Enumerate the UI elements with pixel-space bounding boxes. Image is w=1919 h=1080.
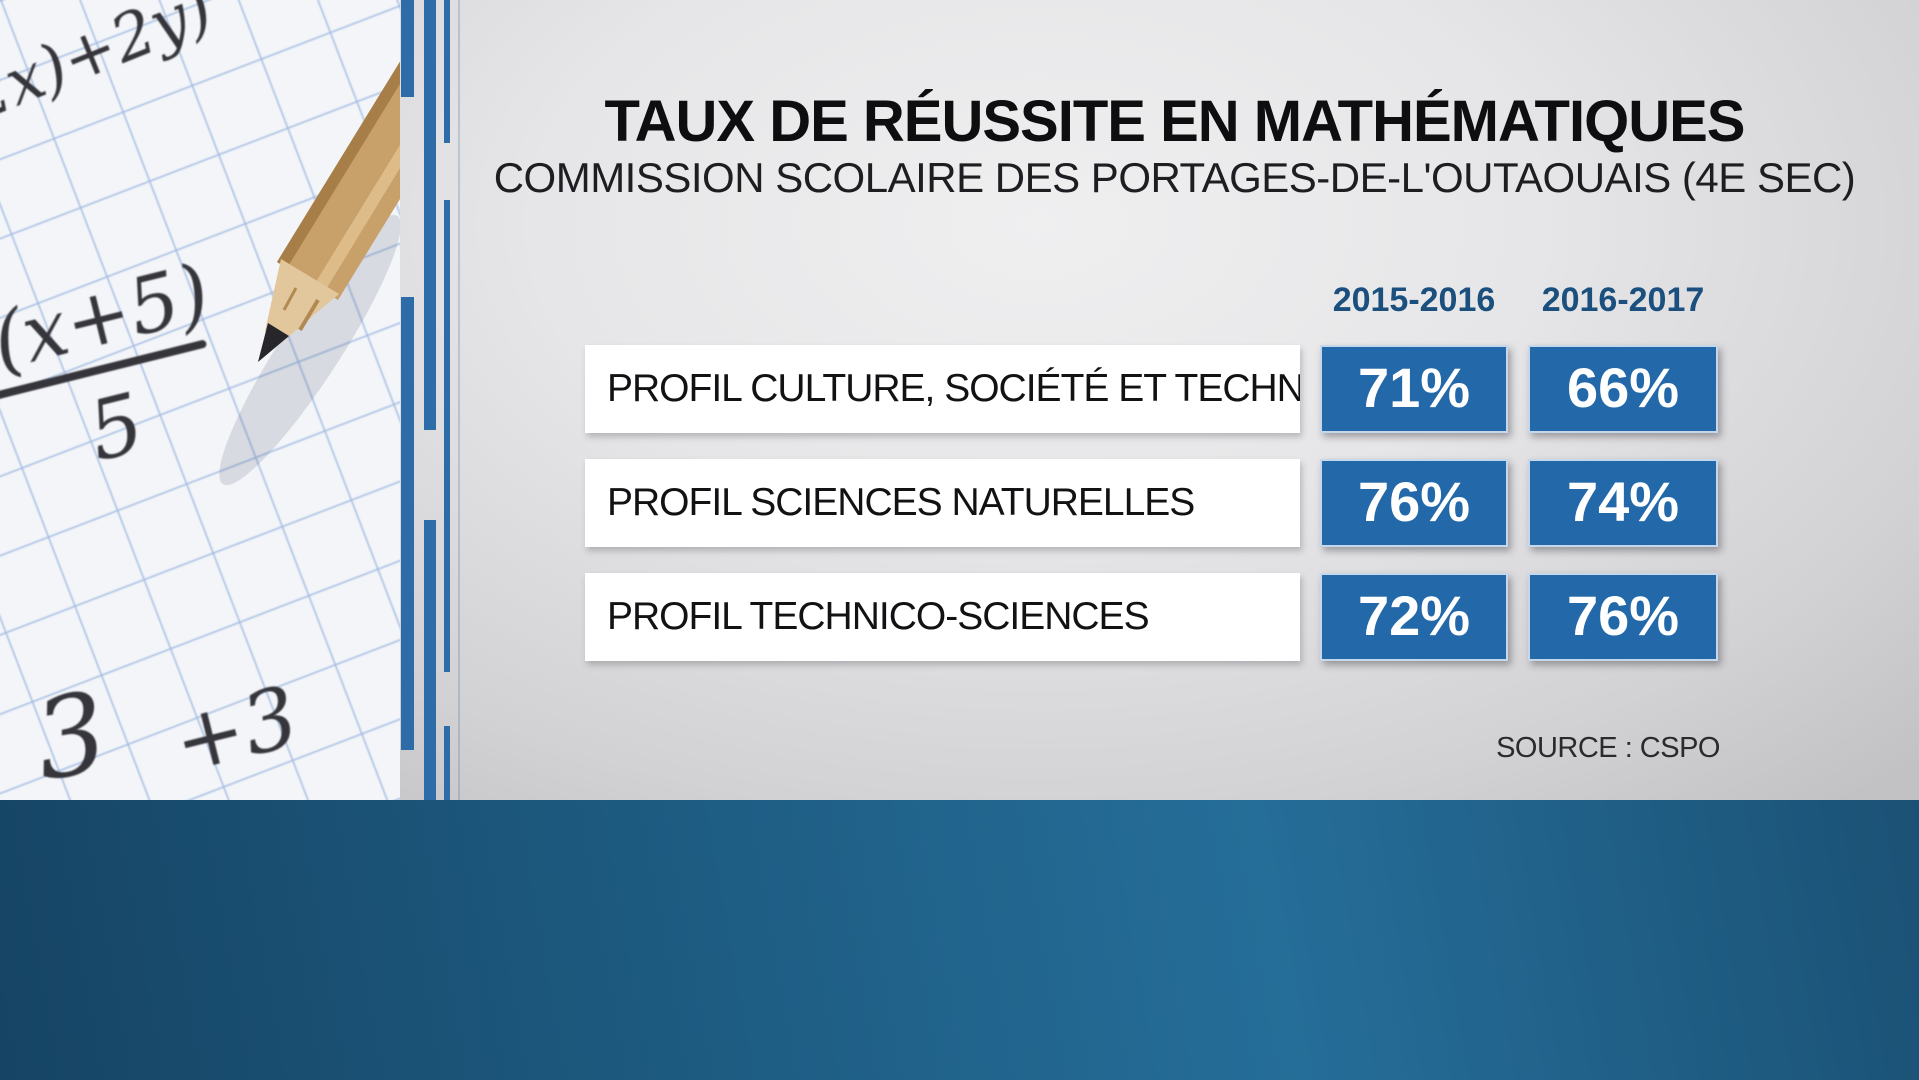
value-cell: 74% — [1528, 459, 1718, 547]
stripe-segment — [444, 200, 450, 672]
page-title: TAUX DE RÉUSSITE EN MATHÉMATIQUES — [604, 89, 1746, 154]
pencil-illustration — [258, 61, 400, 362]
stripe-segment — [444, 726, 450, 800]
row-label-sciences-naturelles: PROFIL SCIENCES NATURELLES — [585, 459, 1300, 547]
column-header-2016-2017: 2016-2017 — [1541, 281, 1705, 319]
value-cell: 76% — [1528, 573, 1718, 661]
value-cell: 66% — [1528, 345, 1718, 433]
stripe-segment — [424, 520, 436, 800]
fraction-bar — [0, 340, 207, 400]
value-cell: 76% — [1320, 459, 1508, 547]
stripe-segment — [424, 0, 436, 430]
stripe-hairline — [458, 0, 460, 800]
value-cell: 72% — [1320, 573, 1508, 661]
pencil-graphite-tip — [258, 323, 289, 362]
row-label-technico-sciences: PROFIL TECHNICO-SCIENCES — [585, 573, 1300, 661]
column-header-2015-2016: 2015-2016 — [1332, 281, 1496, 319]
pencil-shadow — [219, 214, 400, 486]
math-paper-photo: 2x)+2y) (x+5) 5 3 +3 — [0, 0, 400, 800]
source-label: SOURCE : CSPO — [1496, 732, 1720, 764]
stripe-segment — [401, 0, 414, 97]
stripe-segment — [401, 297, 414, 750]
math-paper-illustration: 2x)+2y) (x+5) 5 3 +3 — [0, 0, 400, 800]
row-label-culture-societe-techniques: PROFIL CULTURE, SOCIÉTÉ ET TECHNIQUES — [585, 345, 1300, 433]
bottom-band — [0, 800, 1919, 1080]
graph-paper-grid — [0, 0, 400, 800]
page-subtitle: COMMISSION SCOLAIRE DES PORTAGES-DE-L'OU… — [493, 154, 1856, 201]
value-cell: 71% — [1320, 345, 1508, 433]
stripe-segment — [444, 0, 450, 143]
